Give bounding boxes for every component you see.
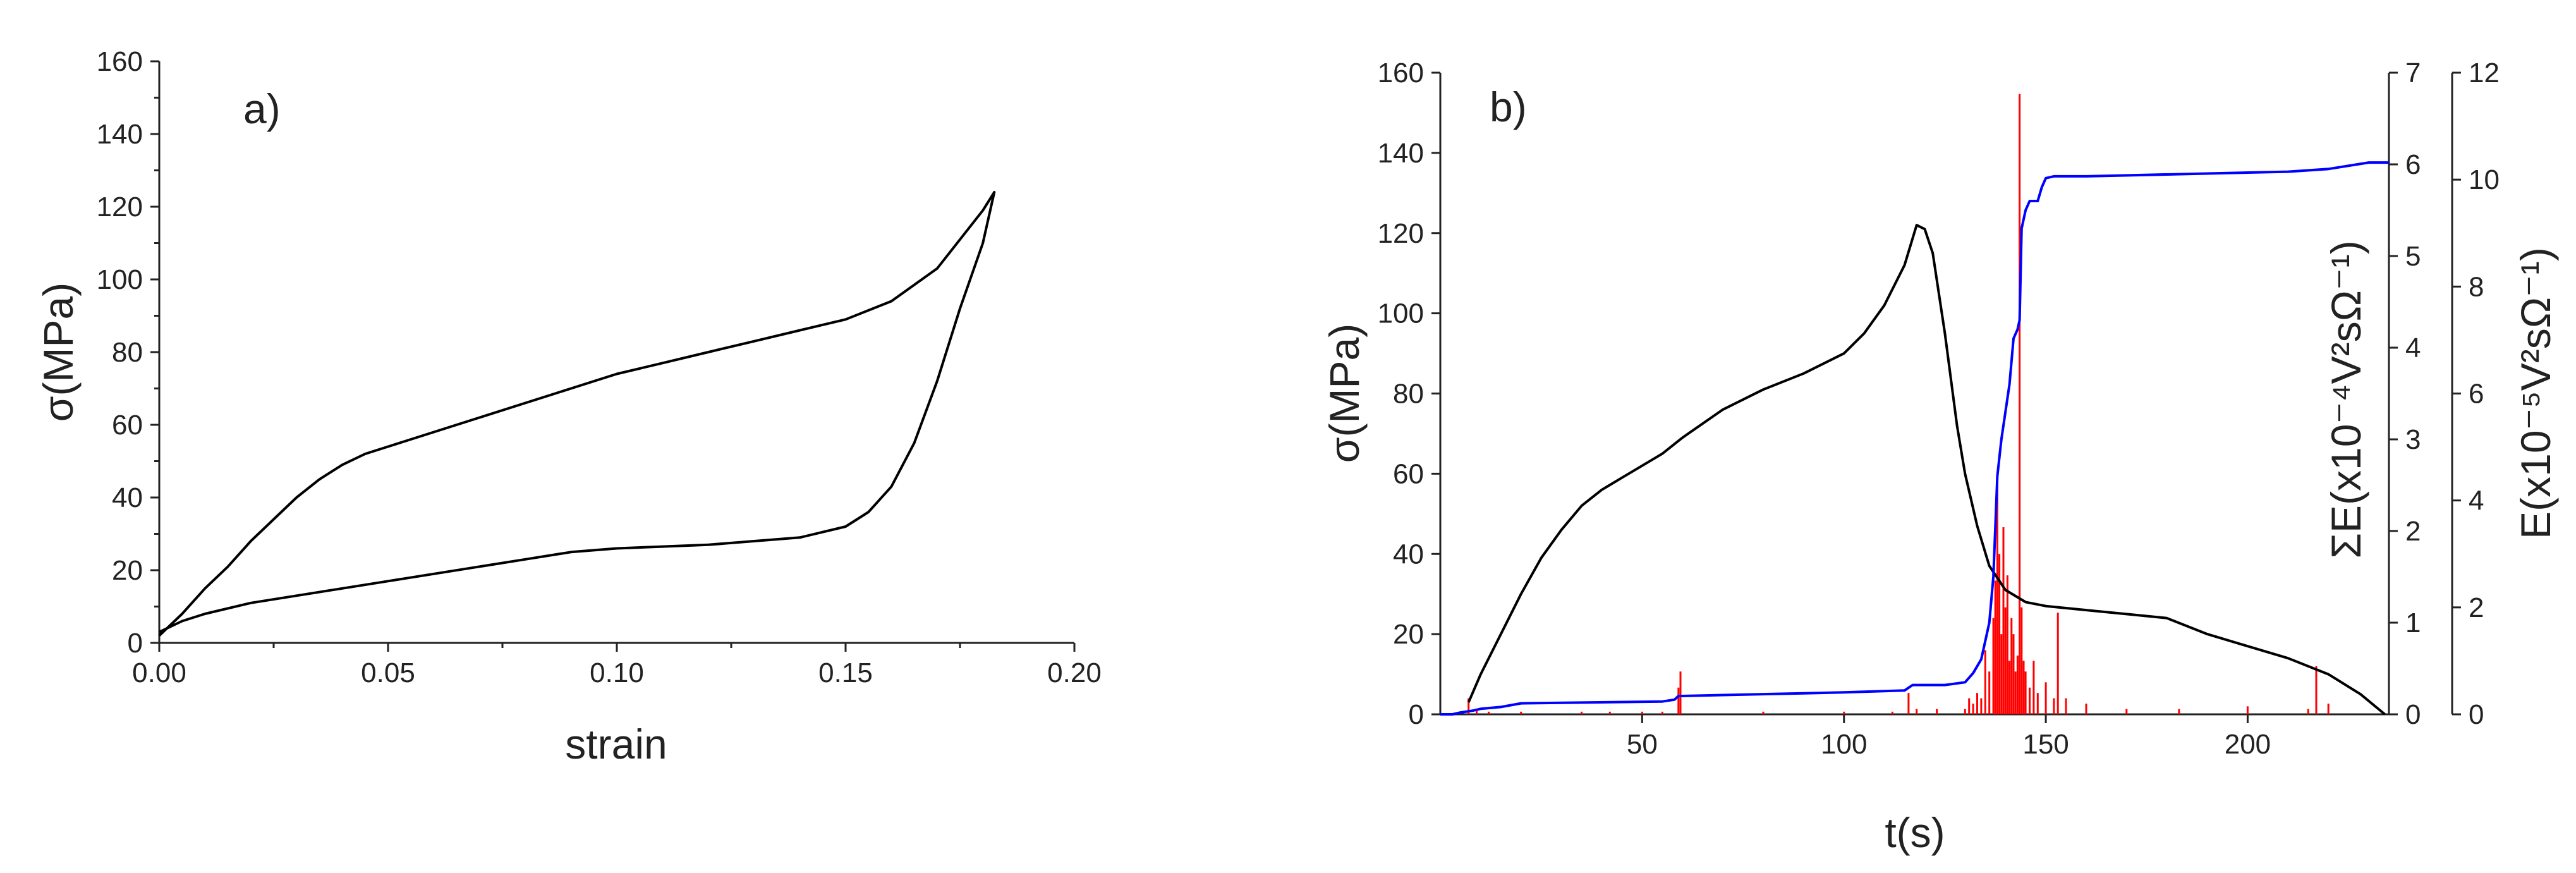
panel-b-x-tick-label: 200 [2225,729,2271,760]
panel-b-label: b) [1490,83,1527,130]
panel-a-y-tick-label: 80 [112,337,143,368]
panel-b-y2-tick-label: 7 [2405,58,2421,89]
panel-b-y2-tick-label: 5 [2405,241,2421,272]
panel-b-y-ticks: 0 20 40 60 80 100 120 140 160 [1378,58,1440,730]
panel-b-y-tick-label: 160 [1378,58,1424,89]
panel-a-x-tick-label: 0.20 [1047,657,1102,688]
panel-b-y-tick-label: 60 [1393,458,1424,489]
panel-a-x-tick-label: 0.15 [818,657,873,688]
panel-a-x-ticks: 0.00 0.05 0.10 0.15 0.20 [132,643,1102,688]
panel-b-y-tick-label: 120 [1378,218,1424,249]
panel-b-stress-line [1467,224,2386,716]
panel-a-y-tick-label: 140 [97,119,143,150]
panel-a-x-axis-title: strain [565,721,667,767]
panel-b-y3-tick-label: 6 [2469,379,2484,410]
panel-a-plot-area [158,191,996,637]
panel-b-y2-tick-label: 6 [2405,149,2421,180]
panel-b-y2-ticks: 0 1 2 3 4 5 6 7 [2389,58,2421,730]
panel-a-label: a) [243,85,281,132]
panel-b-y-tick-label: 140 [1378,138,1424,169]
panel-b-y-tick-label: 100 [1378,298,1424,329]
panel-b-plot-area [1440,94,2389,716]
panel-b-y2-tick-label: 4 [2405,333,2421,363]
panel-a-y-tick-label: 20 [112,555,143,586]
panel-a-y-tick-label: 160 [97,46,143,77]
panel-b-y2-axis-title: ΣE(x10⁻⁴V²sΩ⁻¹) [2323,240,2369,559]
panel-b-y-tick-label: 0 [1409,699,1424,730]
panel-a-y-tick-label: 0 [128,628,143,659]
panel-b-cumulative-energy-line [1440,161,2389,716]
panel-b-y3-ticks: 0 2 4 6 8 10 12 [2452,58,2500,730]
panel-b-y3-tick-label: 4 [2469,485,2484,516]
panel-b-x-ticks: 50 100 150 200 [1627,714,2271,760]
panel-b-x-tick-label: 100 [1821,729,1867,760]
panel-b-y-tick-label: 20 [1393,619,1424,650]
panel-a-y-tick-label: 40 [112,482,143,513]
panel-b-x-tick-label: 50 [1627,729,1658,760]
panel-b-y3-tick-label: 10 [2469,164,2500,195]
panel-b-y3-axis-title: E(x10⁻⁵V²sΩ⁻¹) [2512,247,2559,539]
panel-b-x-axis-title: t(s) [1885,809,1945,856]
panel-a-y-ticks: 0 20 40 60 80 100 120 140 160 [97,46,159,659]
panel-a-x-tick-label: 0.05 [361,657,415,688]
panel-b-y-axis-title: σ(MPa) [1321,324,1368,463]
panel-a-series-line [158,191,996,637]
panel-b-y3-tick-label: 12 [2469,58,2500,89]
panel-b-y2-tick-label: 3 [2405,424,2421,455]
panel-b-y-tick-label: 80 [1393,379,1424,410]
panel-a-y-tick-label: 60 [112,410,143,441]
panel-a-x-tick-label: 0.00 [132,657,186,688]
panel-b-y2-tick-label: 2 [2405,516,2421,547]
panel-a-y-axis-title: σ(MPa) [35,283,82,422]
panel-a-y-tick-label: 100 [97,264,143,295]
panel-b-y2-tick-label: 1 [2405,607,2421,638]
panel-b-y2-tick-label: 0 [2405,699,2421,730]
panel-a-y-tick-label: 120 [97,192,143,223]
panel-b-y3-tick-label: 0 [2469,699,2484,730]
panel-b-y3-tick-label: 8 [2469,271,2484,302]
panel-a-x-tick-label: 0.10 [590,657,644,688]
panel-b-y-tick-label: 40 [1393,539,1424,570]
panel-b-y3-tick-label: 2 [2469,592,2484,623]
panel-b-x-tick-label: 150 [2022,729,2069,760]
